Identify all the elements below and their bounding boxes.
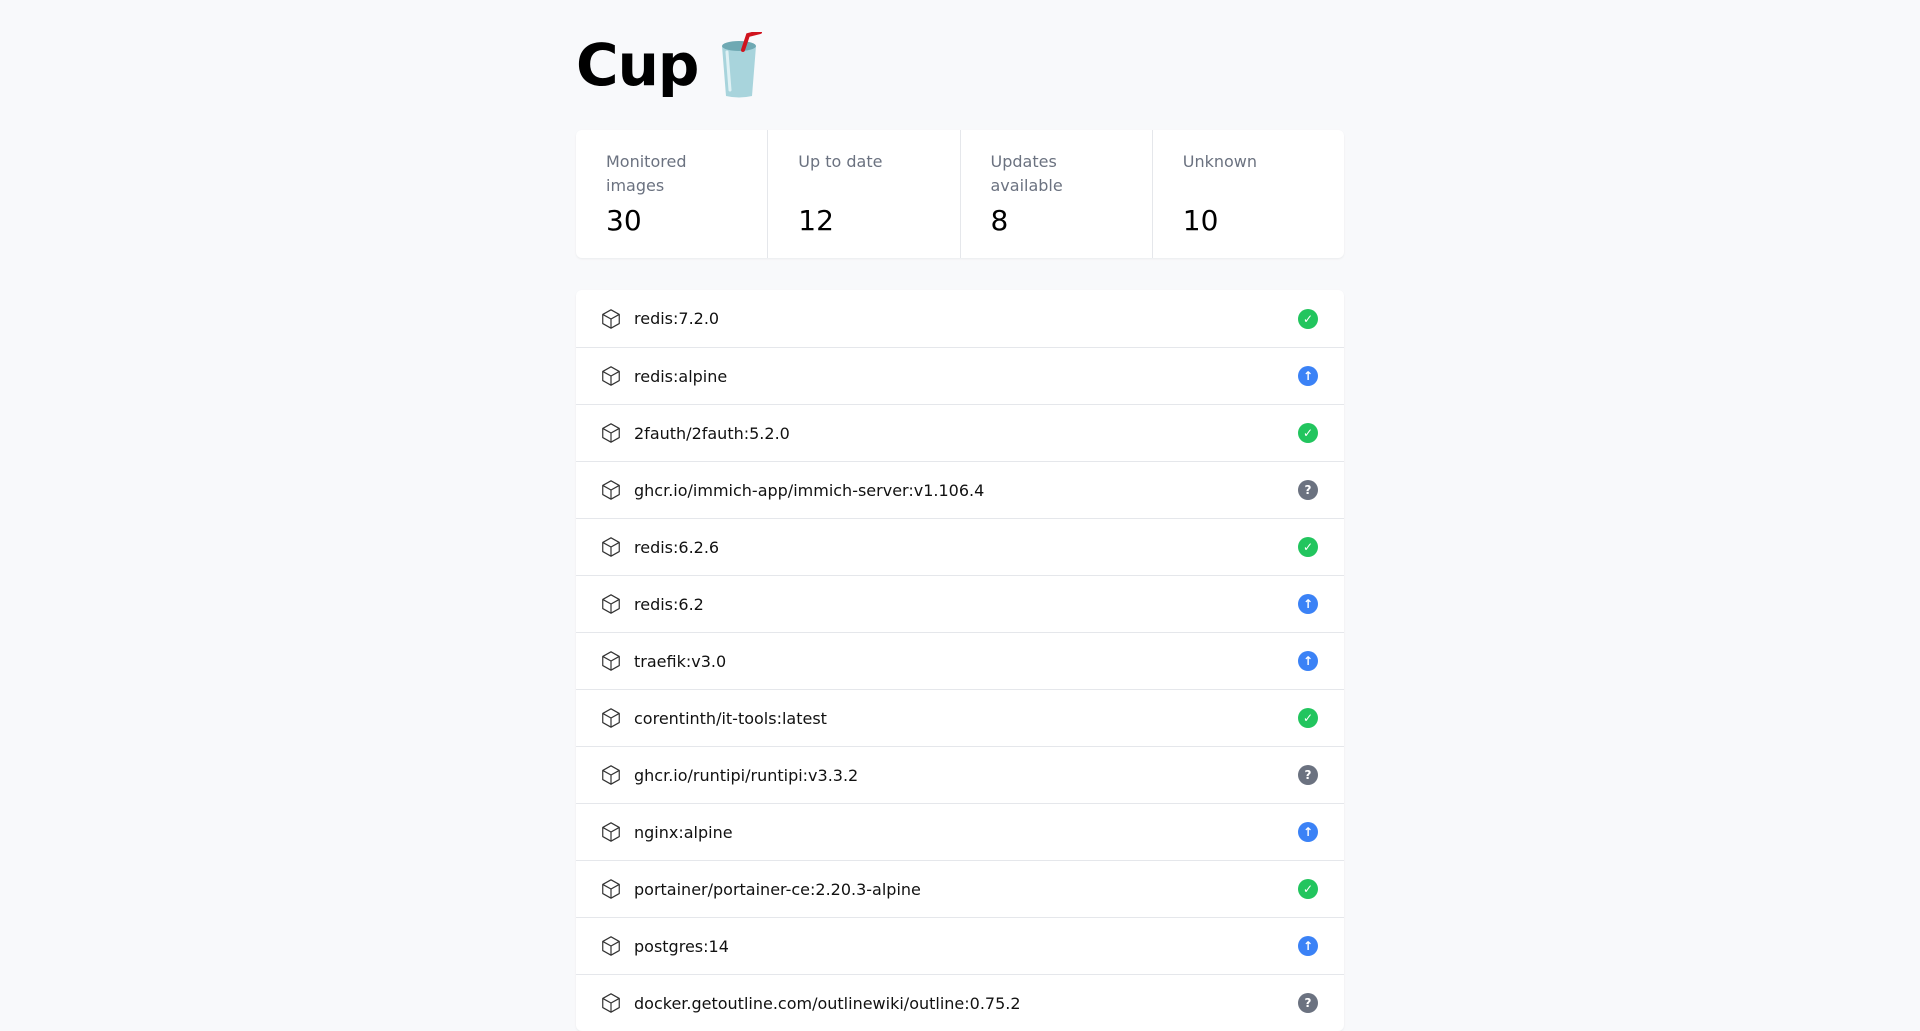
stat-monitored-images: Monitored images 30 xyxy=(576,130,767,258)
check-circle-icon: ✓ xyxy=(1298,308,1318,329)
image-row[interactable]: redis:alpine ↑ xyxy=(576,347,1344,404)
image-row[interactable]: redis:7.2.0 ✓ xyxy=(576,290,1344,347)
stat-label: Up to date xyxy=(798,152,883,171)
check-circle-icon: ✓ xyxy=(1298,537,1318,557)
arrow-up-circle-icon: ↑ xyxy=(1298,594,1318,614)
box-icon xyxy=(602,936,620,956)
box-icon xyxy=(602,594,620,614)
stats-card: Monitored images 30 Up to date 12 Updates av… xyxy=(576,130,1344,258)
image-name: docker.getoutline.com/outlinewiki/outlin… xyxy=(634,993,1021,1013)
box-icon xyxy=(602,822,620,842)
stat-label: Updates available xyxy=(990,152,1063,195)
image-name: redis:7.2.0 xyxy=(634,309,720,328)
box-icon xyxy=(602,366,620,386)
image-name: postgres:14 xyxy=(634,936,729,956)
image-row[interactable]: ghcr.io/runtipi/runtipi:v3.3.2 ? xyxy=(576,746,1344,803)
image-name: redis:alpine xyxy=(634,366,728,386)
image-row[interactable]: redis:6.2.6 ✓ xyxy=(576,518,1344,575)
image-row[interactable]: postgres:14 ↑ xyxy=(576,917,1344,974)
image-list: redis:7.2.0 ✓ redis:alpine ↑ 2fauth/2fau… xyxy=(576,290,1344,1031)
stat-value: 8 xyxy=(990,204,1009,237)
box-icon xyxy=(602,993,620,1013)
arrow-up-circle-icon: ↑ xyxy=(1298,366,1318,386)
check-circle-icon: ✓ xyxy=(1298,879,1318,899)
check-circle-icon: ✓ xyxy=(1298,708,1318,728)
image-row[interactable]: ghcr.io/immich-app/immich-server:v1.106.… xyxy=(576,461,1344,518)
image-name: 2fauth/2fauth:5.2.0 xyxy=(634,423,790,443)
stat-unknown: Unknown 10 xyxy=(1151,130,1344,258)
arrow-up-circle-icon: ↑ xyxy=(1298,936,1318,956)
image-row[interactable]: nginx:alpine ↑ xyxy=(576,803,1344,860)
question-circle-icon: ? xyxy=(1298,480,1318,500)
page: Cup Monitored images 30 Up to date 12 Update… xyxy=(576,0,1344,1031)
image-name: redis:6.2 xyxy=(634,594,704,614)
page-title: Cup xyxy=(576,0,1344,130)
arrow-up-circle-icon: ↑ xyxy=(1298,822,1318,842)
box-icon xyxy=(602,651,620,671)
image-name: ghcr.io/immich-app/immich-server:v1.106.… xyxy=(634,480,985,500)
question-circle-icon: ? xyxy=(1298,993,1318,1013)
box-icon xyxy=(602,423,620,443)
check-circle-icon: ✓ xyxy=(1298,423,1318,443)
image-name: nginx:alpine xyxy=(634,822,733,842)
image-name: traefik:v3.0 xyxy=(634,651,727,671)
arrow-up-circle-icon: ↑ xyxy=(1298,651,1318,671)
title-text: Cup xyxy=(576,31,699,99)
box-icon xyxy=(602,879,620,899)
image-name: portainer/portainer-ce:2.20.3-alpine xyxy=(634,879,921,899)
box-icon xyxy=(602,708,620,728)
image-row[interactable]: traefik:v3.0 ↑ xyxy=(576,632,1344,689)
cup-icon xyxy=(722,32,763,98)
stat-up-to-date: Up to date 12 xyxy=(767,130,959,258)
image-row[interactable]: corentinth/it-tools:latest ✓ xyxy=(576,689,1344,746)
stat-value: 30 xyxy=(606,204,642,237)
question-circle-icon: ? xyxy=(1298,765,1318,785)
box-icon xyxy=(602,765,620,785)
stat-value: 12 xyxy=(798,204,834,237)
stat-updates-available: Updates available 8 xyxy=(959,130,1152,258)
image-row[interactable]: 2fauth/2fauth:5.2.0 ✓ xyxy=(576,404,1344,461)
image-name: redis:6.2.6 xyxy=(634,537,720,557)
stat-label: Monitored images xyxy=(606,152,687,195)
stat-label: Unknown xyxy=(1182,152,1258,171)
image-name: corentinth/it-tools:latest xyxy=(634,708,827,728)
image-row[interactable]: portainer/portainer-ce:2.20.3-alpine ✓ xyxy=(576,860,1344,917)
box-icon xyxy=(602,480,620,500)
stat-value: 10 xyxy=(1182,204,1219,237)
box-icon xyxy=(602,308,620,329)
image-row[interactable]: redis:6.2 ↑ xyxy=(576,575,1344,632)
image-name: ghcr.io/runtipi/runtipi:v3.3.2 xyxy=(634,765,859,785)
image-row[interactable]: docker.getoutline.com/outlinewiki/outlin… xyxy=(576,974,1344,1031)
box-icon xyxy=(602,537,620,557)
